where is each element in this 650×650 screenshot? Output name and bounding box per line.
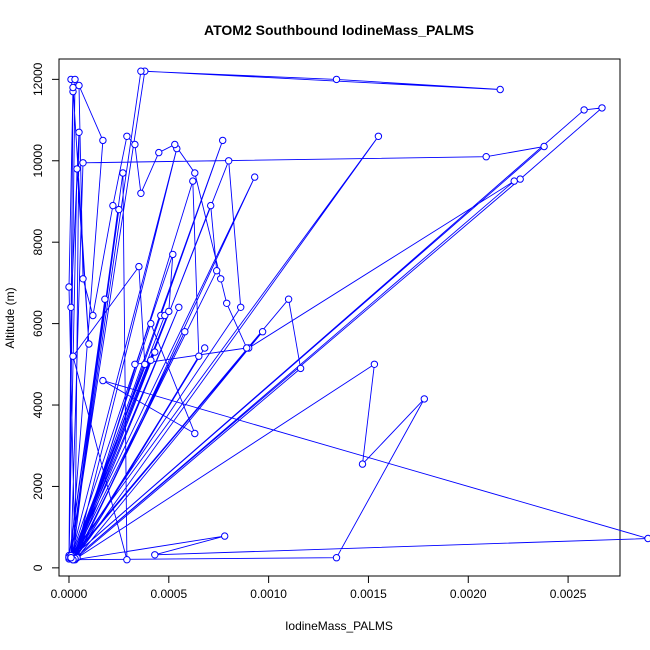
data-point: [137, 189, 145, 198]
data-point: [151, 348, 159, 356]
series-lines: [68, 70, 649, 561]
data-point: [69, 83, 77, 92]
y-axis-label: Altitude (m): [3, 287, 17, 348]
data-point: [496, 85, 504, 94]
y-tick-label: 2000: [31, 473, 45, 500]
data-point: [223, 299, 231, 307]
x-axis: 0.0000 0.0005 0.0010 0.0015 0.0020 0.0025: [51, 575, 587, 601]
data-point: [73, 165, 81, 173]
data-point: [420, 395, 428, 403]
data-point: [213, 267, 221, 275]
data-point: [580, 106, 588, 114]
data-point: [195, 352, 203, 360]
data-point: [217, 275, 225, 283]
data-point: [165, 307, 173, 316]
data-point: [75, 128, 83, 137]
plot-frame: [58, 58, 621, 577]
data-point: [219, 136, 227, 145]
data-point: [123, 132, 131, 141]
data-point: [644, 534, 650, 543]
data-point: [258, 328, 267, 336]
data-point: [123, 556, 131, 564]
y-tick-label: 4000: [31, 391, 45, 418]
chart-title: ATOM2 Southbound IodineMass_PALMS: [204, 22, 474, 38]
data-point: [191, 169, 199, 177]
y-tick-label: 12000: [31, 62, 45, 96]
data-point: [141, 360, 149, 368]
data-point: [243, 344, 251, 352]
x-tick-label: 0.0000: [51, 587, 88, 601]
series-line: [68, 70, 649, 561]
data-point: [119, 169, 127, 177]
x-tick-label: 0.0005: [150, 587, 187, 601]
data-point: [189, 177, 197, 185]
data-point: [101, 295, 109, 303]
data-point: [147, 319, 155, 328]
data-point: [598, 104, 606, 112]
data-point: [75, 81, 83, 90]
data-point: [358, 460, 367, 468]
x-tick-label: 0.0020: [450, 587, 487, 601]
data-point: [171, 140, 179, 149]
data-point: [155, 148, 163, 157]
data-point: [65, 283, 73, 291]
data-point: [221, 532, 229, 540]
data-point: [251, 173, 259, 181]
series-points: [65, 67, 650, 564]
data-point: [109, 201, 117, 210]
data-point: [296, 364, 305, 373]
data-point: [99, 136, 107, 145]
x-tick-label: 0.0025: [550, 587, 587, 601]
data-point: [237, 303, 245, 311]
data-point: [89, 311, 97, 320]
data-point: [151, 551, 159, 559]
x-axis-label: IodineMass_PALMS: [285, 619, 393, 633]
data-point: [79, 159, 87, 167]
data-point: [181, 328, 189, 336]
data-point: [540, 142, 548, 151]
data-point: [115, 205, 123, 214]
data-point: [71, 75, 79, 84]
data-point: [284, 295, 293, 303]
x-tick-label: 0.0015: [350, 587, 387, 601]
data-point: [135, 262, 143, 271]
data-point: [169, 250, 177, 259]
data-point: [370, 360, 379, 368]
data-point: [131, 360, 139, 368]
data-point: [67, 554, 75, 562]
data-point: [147, 356, 155, 364]
data-point: [175, 303, 183, 311]
data-point: [374, 132, 383, 141]
data-point: [67, 303, 75, 311]
data-point: [516, 175, 524, 183]
data-point: [225, 157, 233, 165]
data-point: [69, 352, 77, 360]
data-point: [191, 429, 199, 438]
data-point: [332, 554, 341, 562]
data-point: [201, 344, 209, 352]
data-point: [332, 75, 341, 84]
y-tick-label: 8000: [31, 229, 45, 256]
data-point: [79, 275, 87, 283]
y-tick-label: 10000: [31, 144, 45, 178]
data-point: [510, 177, 518, 185]
y-tick-label: 0: [31, 564, 45, 571]
y-axis: 0 2000 4000 6000 8000 10000 12000: [31, 62, 60, 571]
data-point: [207, 201, 215, 210]
data-point: [131, 140, 139, 149]
x-tick-label: 0.0010: [250, 587, 287, 601]
data-point: [482, 153, 490, 161]
data-point: [137, 67, 145, 75]
y-tick-label: 6000: [31, 310, 45, 337]
data-point: [85, 340, 93, 348]
data-point: [99, 376, 107, 385]
